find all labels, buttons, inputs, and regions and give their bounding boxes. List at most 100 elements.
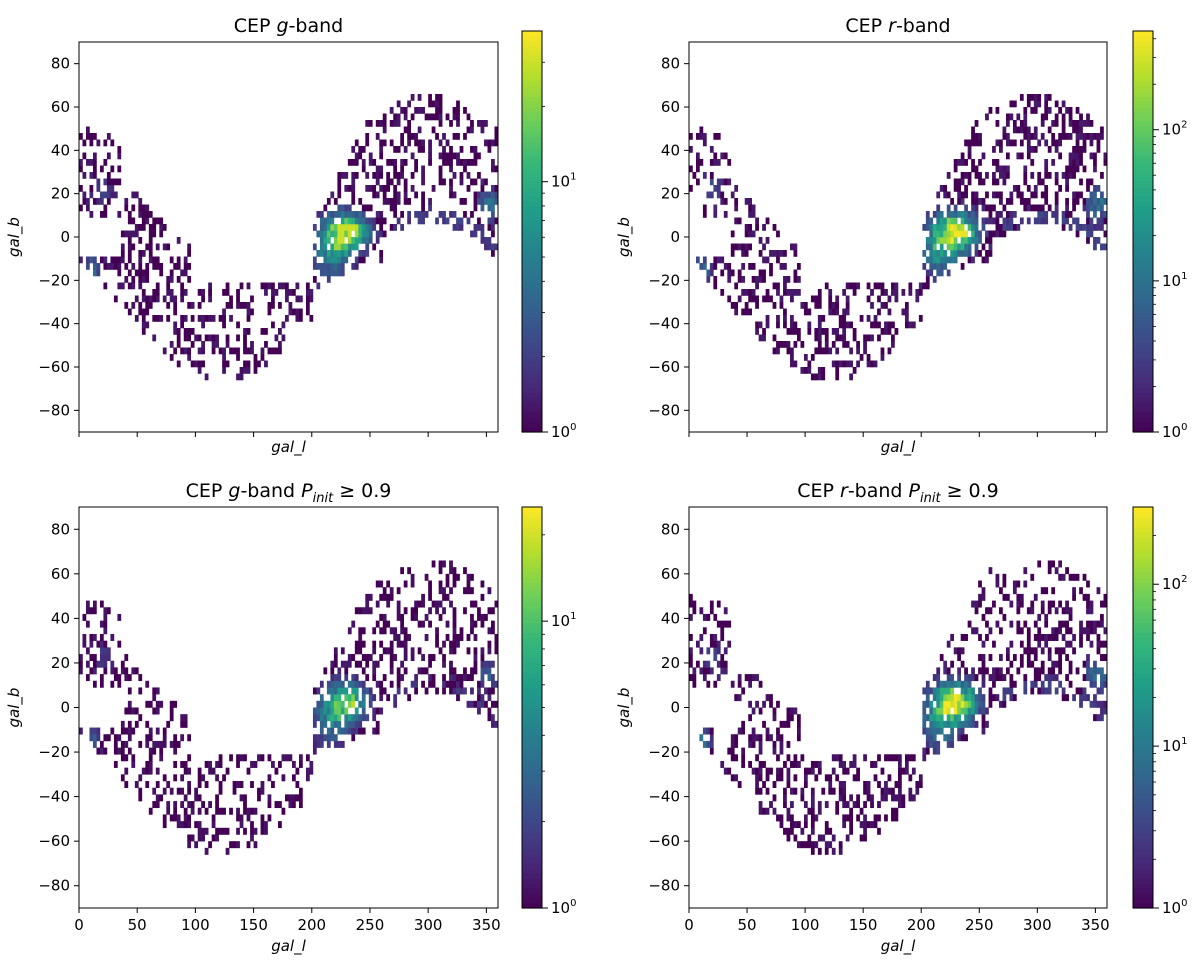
heatmap-cell — [999, 191, 1003, 199]
heatmap-cell — [400, 172, 405, 179]
heatmap-cell — [706, 667, 711, 675]
heatmap-cell — [393, 204, 398, 212]
heatmap-cell — [333, 734, 338, 742]
heatmap-cell — [354, 256, 359, 264]
heatmap-cell — [779, 747, 784, 755]
heatmap-cell — [82, 172, 87, 179]
heatmap-cell — [960, 230, 965, 238]
heatmap-cell — [772, 224, 777, 231]
heatmap-cell — [452, 613, 457, 621]
heatmap-cell — [950, 211, 955, 218]
heatmap-cell — [978, 580, 982, 588]
y-tick-label: 80 — [661, 55, 680, 73]
heatmap-cell — [298, 308, 303, 316]
heatmap-cell — [330, 263, 335, 270]
heatmap-cell — [124, 674, 129, 682]
heatmap-cell — [964, 734, 968, 742]
heatmap-cell — [831, 834, 836, 842]
heatmap-cell — [796, 289, 801, 296]
heatmap-cell — [236, 807, 240, 815]
heatmap-cell — [1086, 230, 1090, 238]
heatmap-cell — [713, 152, 718, 160]
heatmap-cell — [838, 781, 843, 788]
heatmap-cell — [201, 295, 205, 303]
heatmap-cell — [494, 126, 499, 134]
heatmap-cell — [358, 237, 363, 244]
heatmap-cell — [491, 714, 495, 722]
colorbar-segment — [522, 687, 542, 694]
heatmap-cell — [358, 211, 363, 218]
heatmap-cell — [1023, 133, 1028, 140]
heatmap-cell — [981, 667, 986, 675]
heatmap-cell — [435, 100, 439, 108]
heatmap-cell — [166, 302, 171, 309]
heatmap-cell — [1023, 620, 1028, 628]
heatmap-cell — [354, 647, 359, 655]
heatmap-cell — [755, 734, 759, 742]
heatmap-cell — [824, 841, 829, 849]
heatmap-cell — [967, 674, 972, 682]
heatmap-cell — [786, 814, 791, 822]
heatmap-cell — [113, 178, 118, 186]
heatmap-cell — [1096, 700, 1101, 708]
heatmap-cell — [92, 607, 97, 615]
heatmap-cell — [803, 841, 808, 849]
heatmap-cell — [901, 794, 906, 802]
heatmap-cell — [305, 754, 310, 762]
heatmap-cell — [361, 687, 366, 695]
heatmap-cell — [257, 754, 261, 762]
heatmap-cell — [351, 224, 356, 231]
heatmap-cell — [957, 243, 961, 251]
heatmap-cell — [1093, 224, 1097, 231]
heatmap-cell — [326, 680, 331, 688]
heatmap-cell — [814, 302, 819, 309]
heatmap-cell — [765, 289, 770, 296]
heatmap-cell — [1072, 647, 1076, 655]
heatmap-cell — [480, 580, 485, 588]
heatmap-cell — [1068, 107, 1073, 114]
colorbar-segment — [1133, 321, 1153, 328]
heatmap-cell — [925, 276, 930, 283]
heatmap-cell — [706, 740, 711, 748]
heatmap-cell — [810, 814, 815, 822]
heatmap-cell — [1023, 198, 1028, 205]
heatmap-cell — [236, 754, 240, 762]
heatmap-cell — [953, 178, 958, 186]
heatmap-cell — [204, 807, 209, 815]
heatmap-cell — [491, 660, 495, 668]
colorbar-segment — [522, 527, 542, 533]
colorbar-segment — [1133, 697, 1153, 704]
heatmap-cell — [438, 560, 443, 568]
heatmap-cell — [487, 224, 492, 231]
heatmap-cell — [992, 667, 996, 675]
colorbar-segment — [1133, 602, 1153, 608]
heatmap-cell — [713, 159, 718, 166]
heatmap-cell — [361, 204, 366, 212]
colorbar-segment — [522, 667, 542, 674]
heatmap-cell — [330, 727, 335, 735]
heatmap-cell — [473, 230, 478, 238]
heatmap-cell — [218, 760, 223, 768]
heatmap-cell — [734, 302, 739, 309]
heatmap-cell — [887, 321, 892, 329]
heatmap-cell — [755, 302, 759, 309]
colorbar-segment — [1133, 396, 1153, 403]
heatmap-cell — [1037, 640, 1042, 648]
heatmap-cell — [1065, 627, 1069, 635]
heatmap-cell — [689, 647, 693, 655]
heatmap-cell — [222, 354, 226, 361]
heatmap-cell — [127, 674, 132, 682]
heatmap-cell — [480, 674, 485, 682]
heatmap-cell — [361, 237, 366, 244]
heatmap-cell — [706, 276, 711, 283]
colorbar-segment — [522, 366, 542, 373]
heatmap-cell — [428, 198, 432, 205]
heatmap-cell — [316, 211, 321, 218]
heatmap-cell — [491, 250, 495, 257]
heatmap-cell — [1005, 198, 1010, 205]
heatmap-cell — [470, 146, 474, 153]
heatmap-cell — [692, 172, 697, 179]
heatmap-cell — [319, 707, 324, 715]
heatmap-cell — [964, 139, 968, 147]
heatmap-cell — [776, 315, 780, 322]
